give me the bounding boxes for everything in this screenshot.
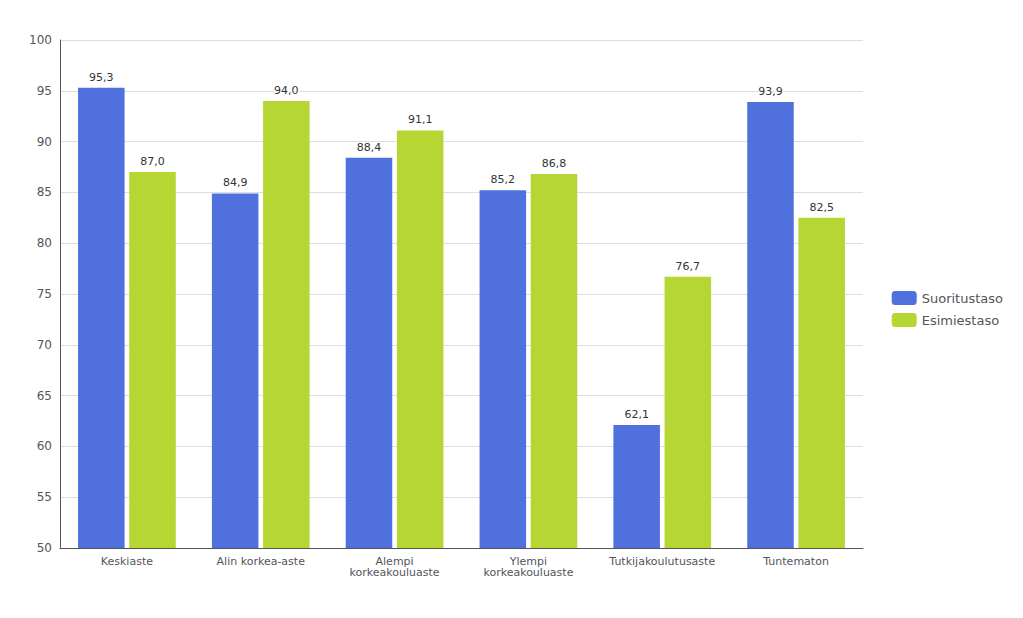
svg-text:65: 65 [37,389,52,403]
svg-text:Esimiestaso: Esimiestaso [922,313,999,328]
svg-text:75: 75 [37,287,52,301]
svg-text:94,0: 94,0 [274,84,299,97]
svg-text:95,3: 95,3 [89,71,114,84]
svg-text:85,2: 85,2 [491,173,515,186]
svg-text:82,5: 82,5 [809,201,834,214]
svg-text:88,4: 88,4 [357,141,382,154]
svg-text:100: 100 [29,33,52,47]
svg-text:76,7: 76,7 [676,260,701,273]
svg-text:korkeakouluaste: korkeakouluaste [350,566,440,579]
svg-text:93,9: 93,9 [758,85,783,98]
svg-text:korkeakouluaste: korkeakouluaste [483,566,573,579]
svg-text:Alempi: Alempi [375,555,414,568]
svg-text:50: 50 [37,541,52,555]
svg-text:Tutkijakoulutusaste: Tutkijakoulutusaste [608,555,715,568]
svg-text:Tuntematon: Tuntematon [762,555,829,568]
svg-text:84,9: 84,9 [223,176,248,189]
svg-text:91,1: 91,1 [408,113,433,126]
svg-text:70: 70 [37,338,52,352]
svg-text:90: 90 [37,135,52,149]
svg-text:86,8: 86,8 [542,157,567,170]
svg-text:Keskiaste: Keskiaste [101,555,153,568]
svg-text:95: 95 [37,84,52,98]
svg-text:55: 55 [37,490,52,504]
svg-text:85: 85 [37,185,52,199]
svg-text:87,0: 87,0 [140,155,165,168]
svg-text:80: 80 [37,236,52,250]
svg-text:Ylempi: Ylempi [509,555,548,568]
svg-text:60: 60 [37,439,52,453]
svg-text:62,1: 62,1 [624,408,649,421]
svg-text:Alin korkea-aste: Alin korkea-aste [217,555,306,568]
svg-text:Suoritustaso: Suoritustaso [922,291,1003,306]
